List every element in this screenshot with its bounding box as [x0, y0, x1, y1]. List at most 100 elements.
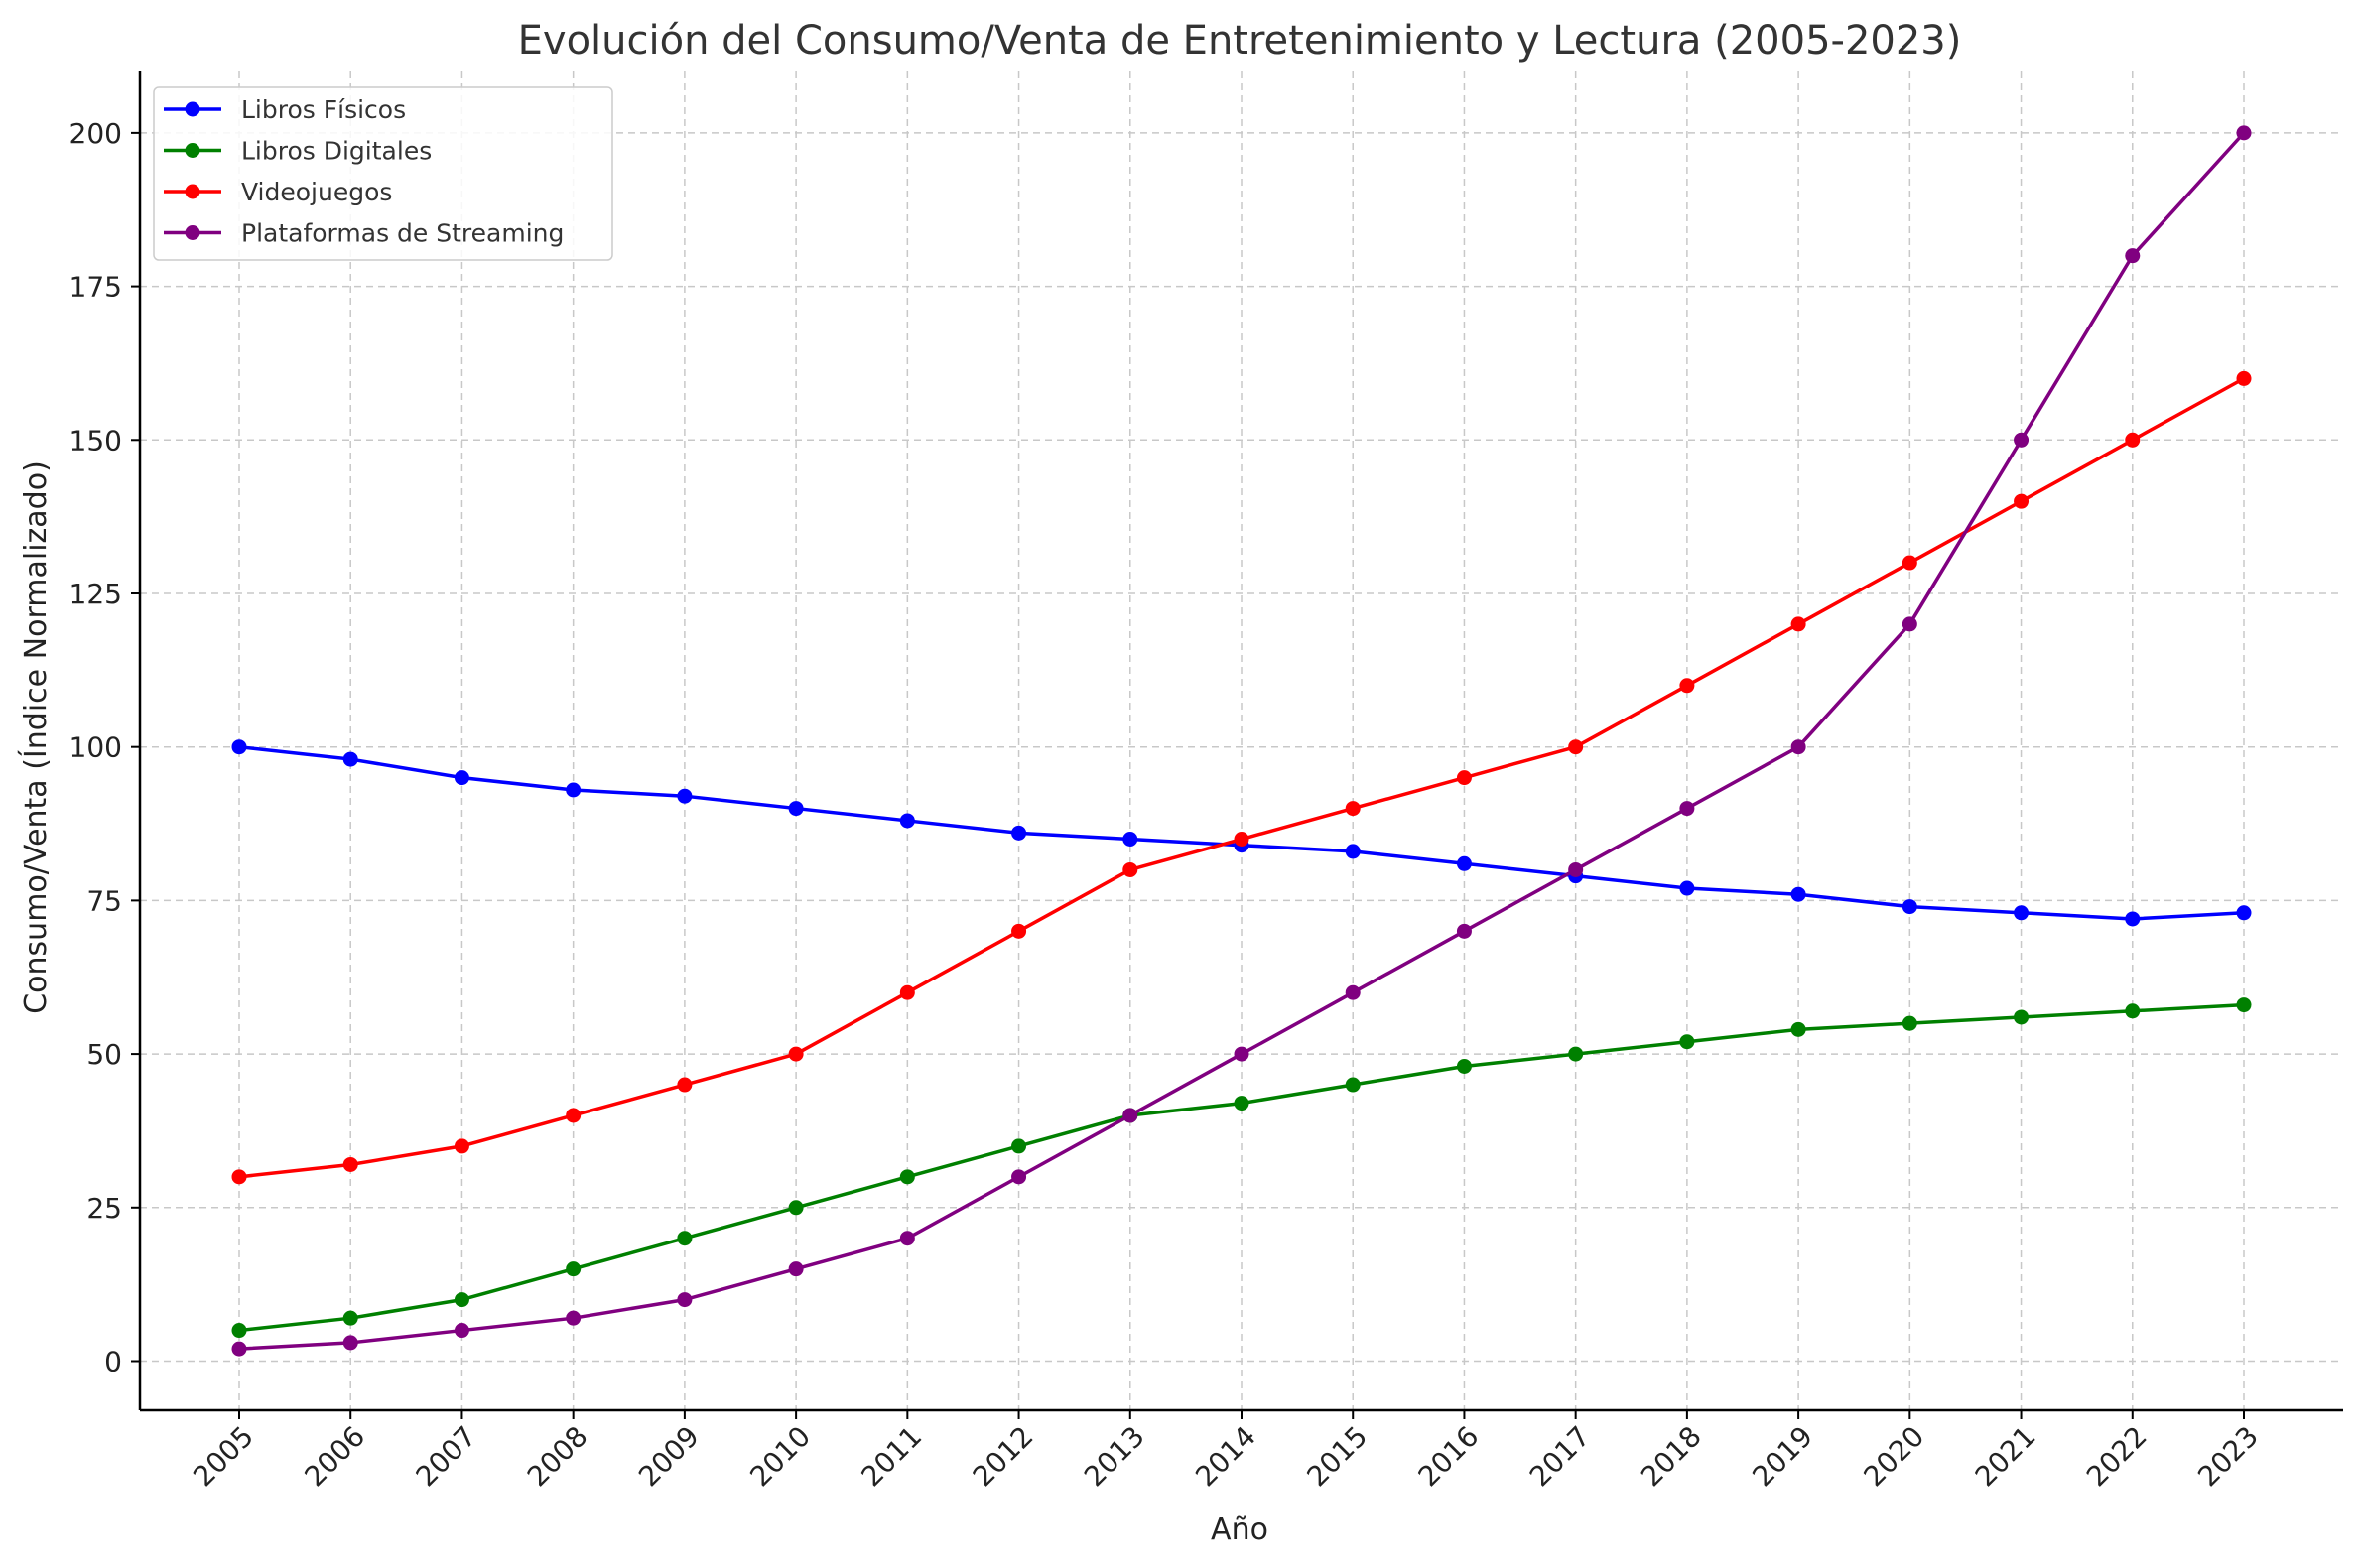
legend-box [153, 86, 613, 261]
chart-title: Evolución del Consumo/Venta de Entreteni… [518, 18, 1962, 64]
data-point [342, 1335, 358, 1351]
x-tick-label: 2016 [1412, 1420, 1486, 1494]
data-point [1456, 855, 1472, 871]
y-tick-label: 0 [104, 1345, 122, 1377]
x-tick-label: 2022 [2080, 1420, 2154, 1494]
legend-item: Videojuegos [164, 178, 392, 206]
data-point [1345, 801, 1361, 817]
data-point [454, 770, 469, 786]
data-point [231, 1323, 247, 1339]
x-tick-label: 2007 [410, 1420, 483, 1494]
legend-item: Plataformas de Streaming [164, 219, 564, 248]
data-point [1122, 1108, 1138, 1123]
data-point [2125, 432, 2141, 448]
x-tick-label: 2013 [1078, 1420, 1151, 1494]
data-point [1902, 1015, 1917, 1031]
y-tick-label: 175 [69, 271, 122, 304]
y-tick-label: 25 [86, 1192, 122, 1225]
x-tick-label: 2020 [1858, 1420, 1931, 1494]
data-point [2236, 905, 2252, 921]
data-point [1902, 555, 1917, 571]
x-tick-label: 2010 [743, 1420, 817, 1494]
data-point [1122, 861, 1138, 877]
legend-item: Libros Digitales [164, 137, 432, 166]
data-point [566, 782, 582, 798]
data-point [1679, 678, 1695, 694]
y-tick-label: 150 [69, 424, 122, 457]
data-point [231, 739, 247, 755]
y-tick-label: 50 [86, 1038, 122, 1071]
data-point [677, 1077, 693, 1093]
data-point [454, 1138, 469, 1154]
data-point [1679, 880, 1695, 896]
series-group [231, 125, 2252, 1357]
series-libros-digitales [231, 997, 2252, 1339]
x-axis-ticks: 2005 2006 2007 2008 2009 2010 2011 2012 2013 2014… [187, 1410, 2265, 1493]
data-point [1011, 825, 1027, 841]
legend-item: Libros Físicos [164, 95, 406, 124]
legend-label: Libros Digitales [241, 137, 432, 166]
data-point [1345, 1077, 1361, 1093]
data-point [1790, 739, 1806, 755]
data-point [566, 1310, 582, 1326]
data-point [2125, 1003, 2141, 1019]
x-tick-label: 2008 [521, 1420, 594, 1494]
data-point [566, 1108, 582, 1123]
data-point [788, 1261, 804, 1277]
data-point [677, 1292, 693, 1308]
y-axis-ticks: 0 25 50 75 100 125 150 175 200 [69, 117, 140, 1377]
legend-label: Plataformas de Streaming [241, 219, 564, 248]
legend-swatch-marker [185, 184, 200, 199]
data-point [1790, 1021, 1806, 1037]
data-point [2125, 248, 2141, 264]
data-point [899, 813, 915, 829]
x-axis-label: Año [1211, 1512, 1268, 1547]
x-tick-label: 2023 [2191, 1420, 2265, 1494]
data-point [2236, 997, 2252, 1013]
data-point [1345, 984, 1361, 1000]
data-point [566, 1261, 582, 1277]
data-point [788, 1200, 804, 1216]
legend-label: Libros Físicos [241, 95, 406, 124]
data-point [2236, 125, 2252, 141]
data-point [677, 788, 693, 804]
data-point [1568, 861, 1584, 877]
data-point [1679, 801, 1695, 817]
data-point [1456, 1058, 1472, 1074]
data-point [1234, 832, 1249, 848]
x-tick-label: 2014 [1189, 1420, 1262, 1494]
y-tick-label: 200 [69, 117, 122, 150]
data-point [1234, 1096, 1249, 1111]
y-tick-label: 100 [69, 731, 122, 764]
data-point [1011, 923, 1027, 939]
series-plataformas-de-streaming [231, 125, 2252, 1357]
data-point [231, 1341, 247, 1357]
data-point [454, 1323, 469, 1339]
legend-swatch-marker [185, 101, 200, 117]
grid [140, 71, 2343, 1410]
data-point [1790, 886, 1806, 902]
y-axis-label: Consumo/Venta (Índice Normalizado) [18, 460, 54, 1014]
data-point [899, 1231, 915, 1246]
data-point [342, 751, 358, 767]
x-tick-label: 2015 [1300, 1420, 1374, 1494]
data-point [342, 1156, 358, 1172]
x-tick-label: 2012 [967, 1420, 1040, 1494]
data-point [677, 1231, 693, 1246]
x-tick-label: 2017 [1523, 1420, 1597, 1494]
data-point [231, 1169, 247, 1185]
data-point [1122, 832, 1138, 848]
data-point [1568, 1046, 1584, 1062]
data-point [1011, 1138, 1027, 1154]
data-point [899, 1169, 915, 1185]
legend: Libros Físicos Libros Digitales Videojuego… [153, 86, 613, 261]
x-tick-label: 2009 [632, 1420, 706, 1494]
data-point [1234, 1046, 1249, 1062]
series-videojuegos [231, 370, 2252, 1185]
data-point [2014, 493, 2030, 509]
x-tick-label: 2021 [1969, 1420, 2042, 1494]
data-point [1902, 616, 1917, 632]
data-point [788, 1046, 804, 1062]
x-tick-label: 2011 [855, 1420, 929, 1494]
data-point [899, 984, 915, 1000]
